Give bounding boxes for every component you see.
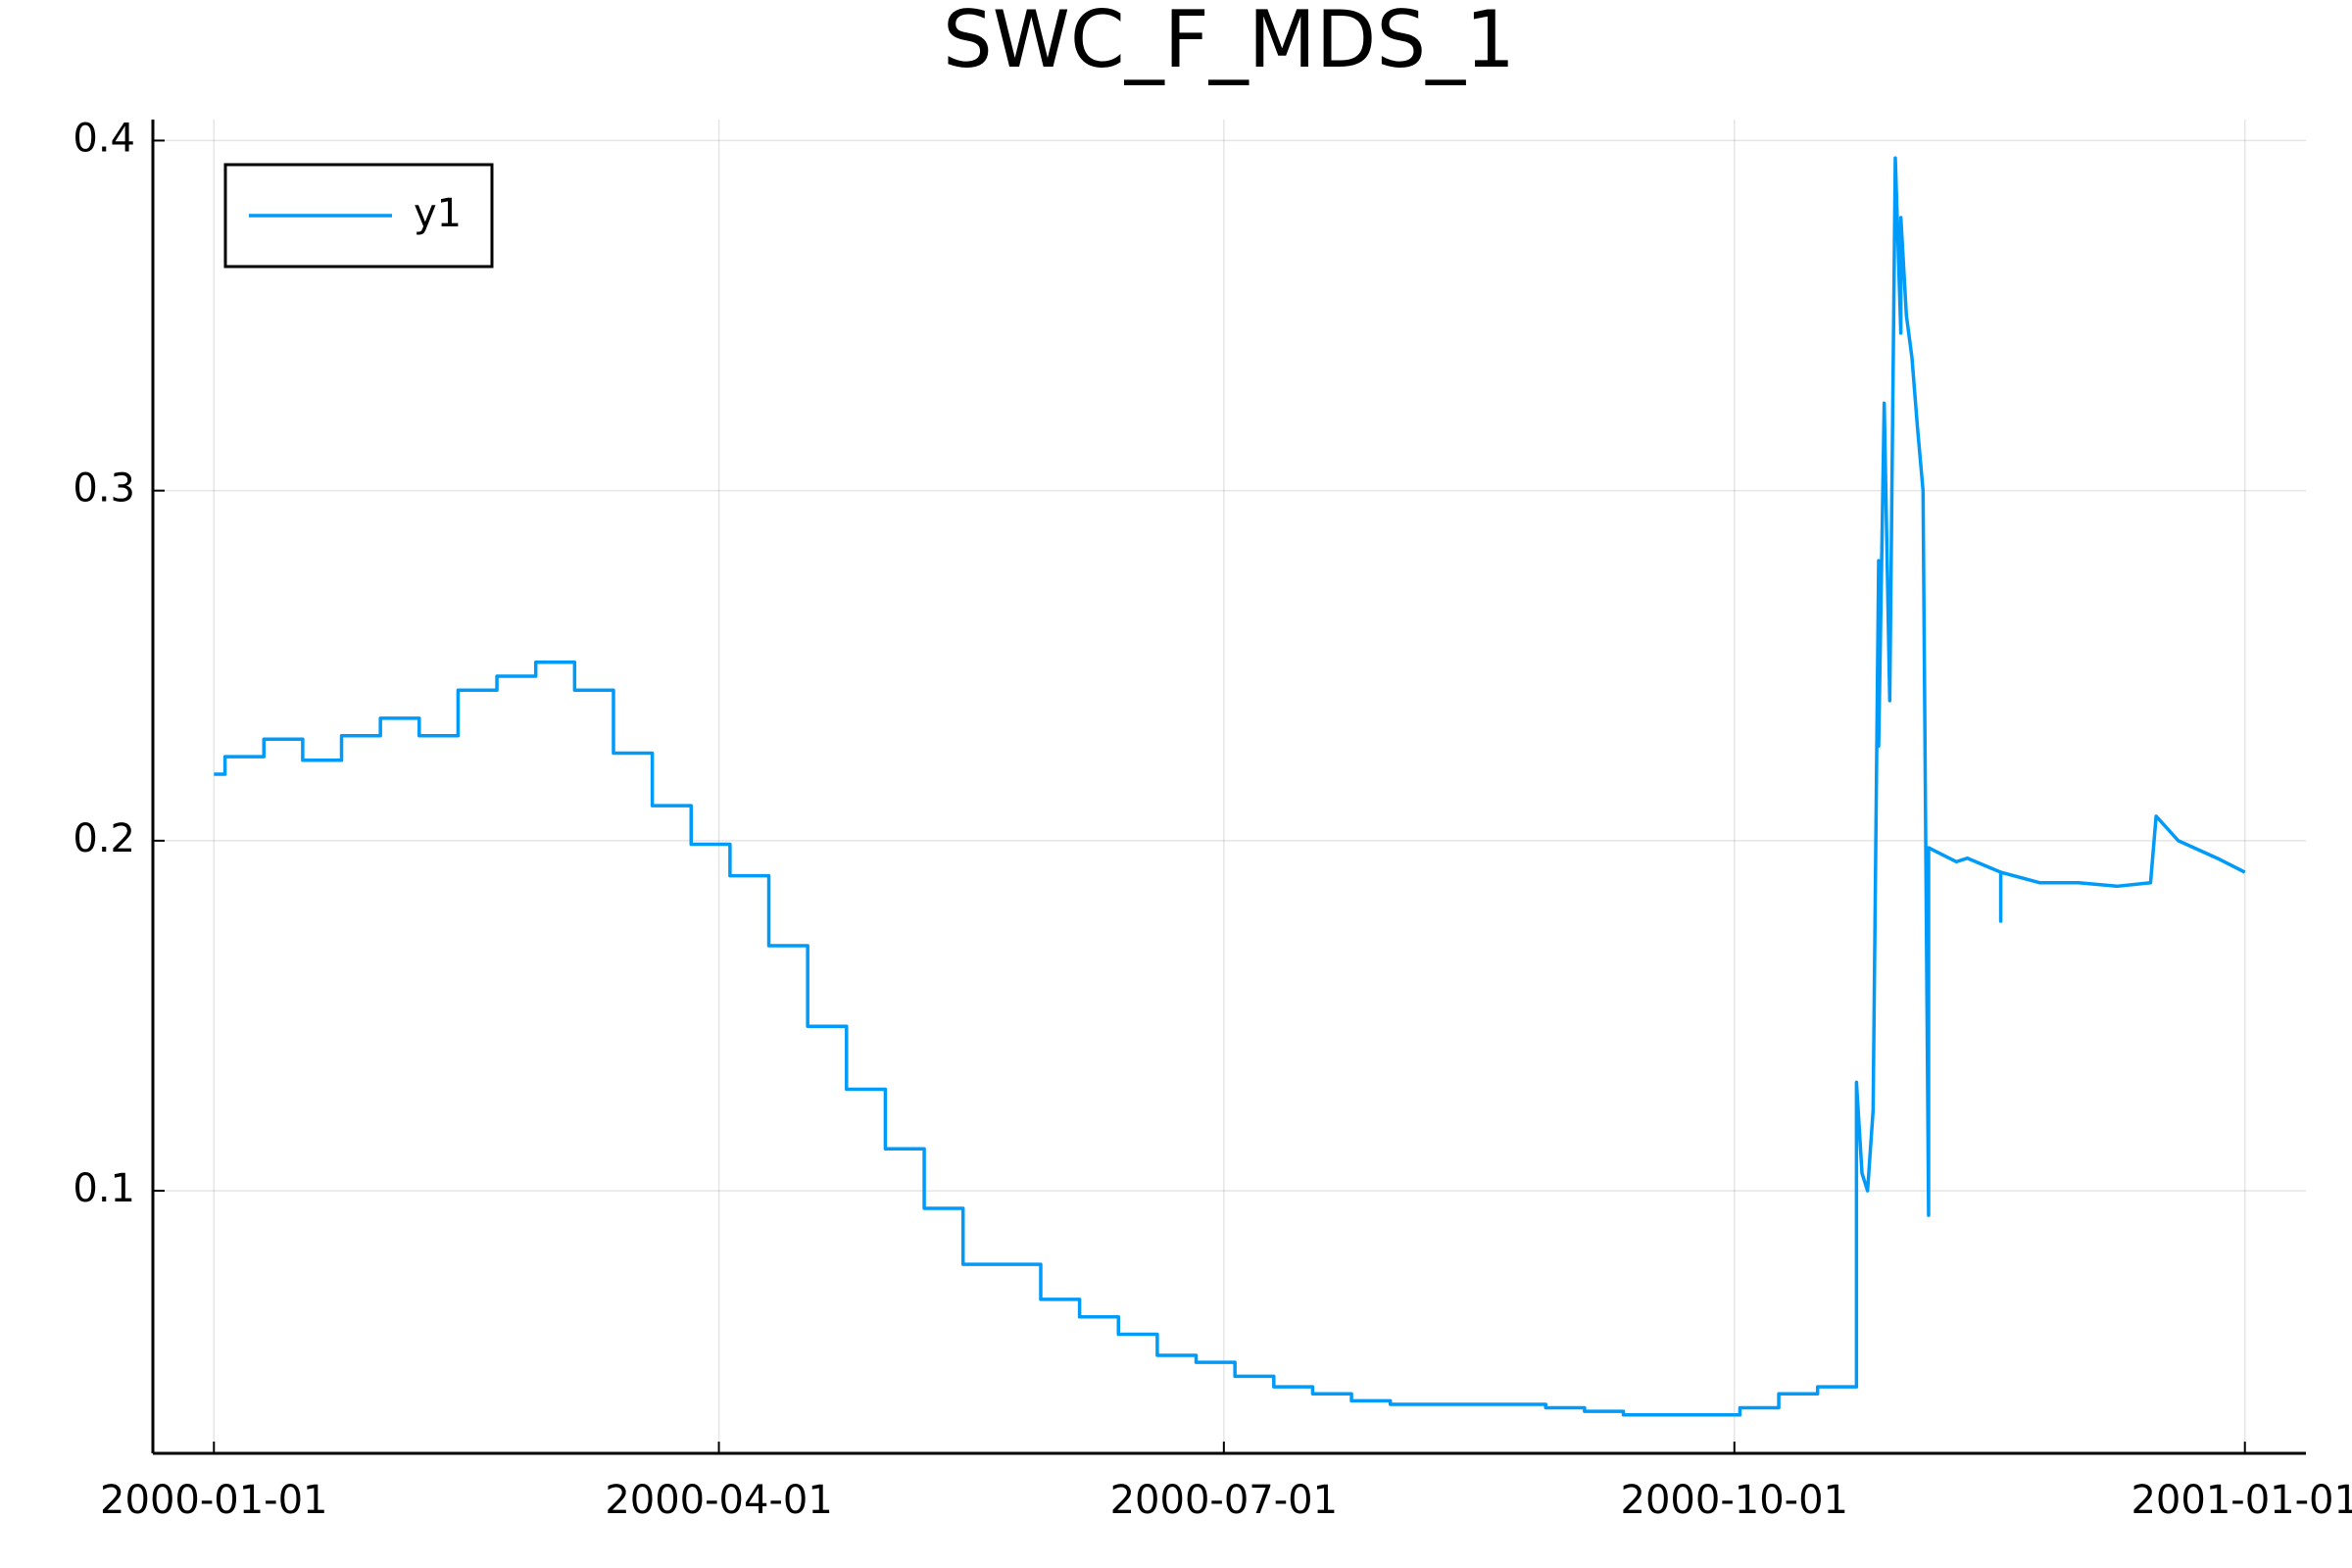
x-tick-label: 2000-10-01: [1621, 1478, 1848, 1523]
y-tick-label: 0.4: [73, 116, 135, 161]
series-line: [214, 156, 2246, 1417]
chart-title: SWC_F_MDS_1: [943, 0, 1515, 85]
y-tick-label: 0.1: [73, 1166, 135, 1211]
legend: y1: [223, 163, 494, 269]
x-tick-label: 2000-04-01: [605, 1478, 832, 1523]
x-tick-label: 2001-01-01: [2131, 1478, 2352, 1523]
y-tick-label: 0.3: [73, 466, 135, 512]
x-tick-label: 2000-07-01: [1110, 1478, 1338, 1523]
legend-label: y1: [414, 191, 462, 236]
y-tick-label: 0.2: [73, 816, 135, 861]
x-tick-label: 2000-01-01: [100, 1478, 327, 1523]
